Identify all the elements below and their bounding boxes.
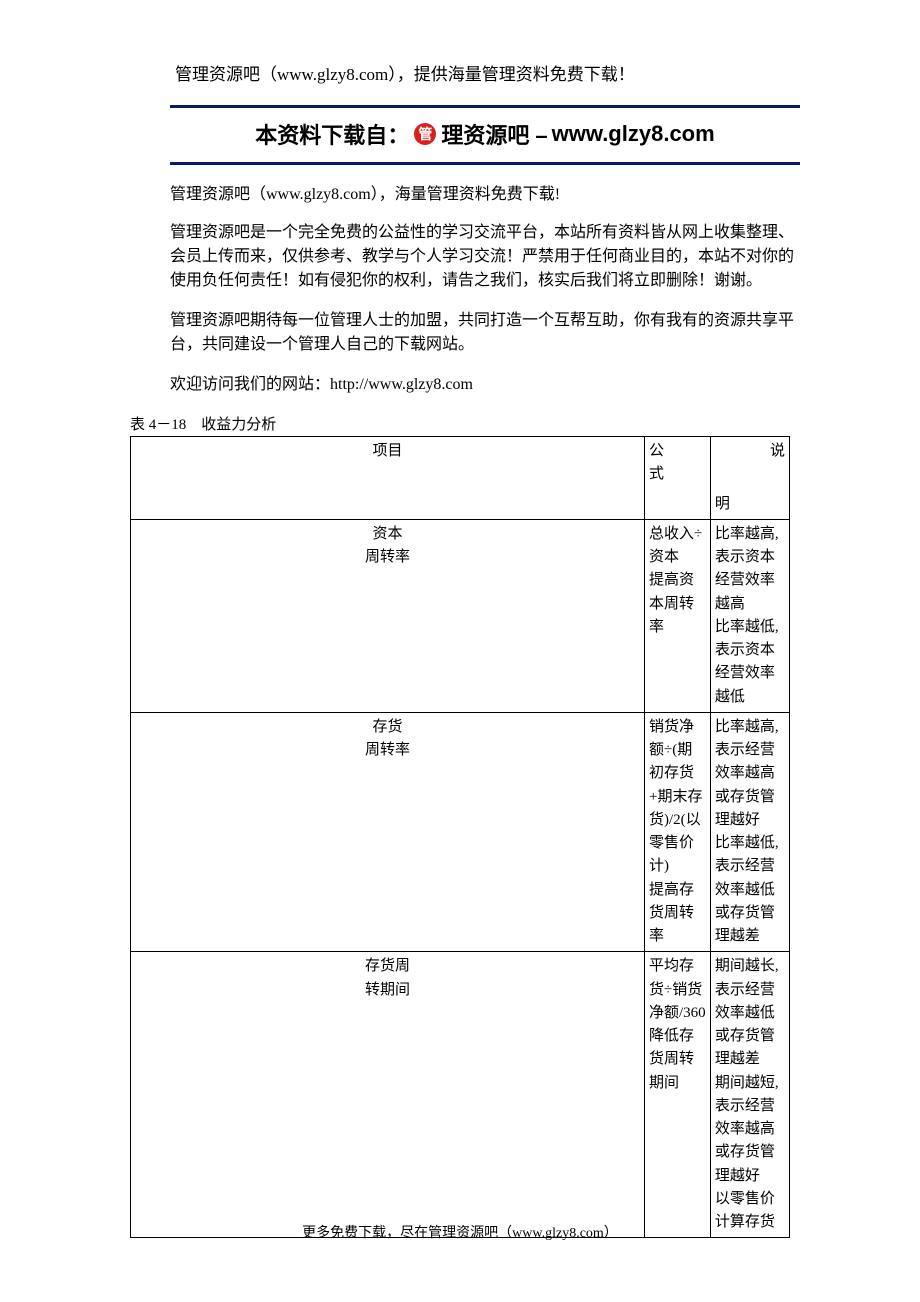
download-banner: 本资料下载自： 管理资源吧 – www.glzy8.com (170, 105, 800, 165)
table-row: 存货周转期间 平均存货÷销货净额/360降低存货周转期间 期间越长,表示经营效率… (131, 952, 790, 1238)
cell-formula: 销货净额÷(期初存货+期末存货)/2(以零售价计)提高存货周转率 (645, 712, 711, 952)
banner-url: www.glzy8.com (552, 121, 715, 147)
col-header-desc: 说 (710, 437, 789, 490)
cell-item: 存货周转期间 (131, 952, 645, 1238)
cell-desc: 比率越高,表示资本经营效率越高比率越低,表示资本经营效率越低 (710, 519, 789, 712)
col-header-formula: 公 式 (645, 437, 711, 490)
table-header-row: 项目 公 式 说 (131, 437, 790, 490)
intro-p3: 管理资源吧期待每一位管理人士的加盟，共同打造一个互帮互助，你有我有的资源共享平台… (170, 309, 800, 357)
cell-formula: 总收入÷资本提高资本周转率 (645, 519, 711, 712)
intro-block: 管理资源吧（www.glzy8.com），海量管理资料免费下载! 管理资源吧是一… (170, 183, 800, 397)
intro-p2: 管理资源吧是一个完全免费的公益性的学习交流平台，本站所有资料皆从网上收集整理、会… (170, 221, 800, 293)
page-footer: 更多免费下载，尽在管理资源吧（www.glzy8.com） (0, 1222, 920, 1242)
col-header-item-cont (131, 490, 645, 520)
analysis-table: 项目 公 式 说 明 资本周转率 总收入÷资本提高资本周转率 比率越高,表示资本… (130, 436, 790, 1238)
cell-formula: 平均存货÷销货净额/360降低存货周转期间 (645, 952, 711, 1238)
brand-red-dot-icon: 管 (414, 123, 436, 145)
intro-p4: 欢迎访问我们的网站：http://www.glzy8.com (170, 373, 800, 397)
col-header-item: 项目 (131, 437, 645, 490)
table-caption: 表 4－18 收益力分析 (130, 413, 790, 434)
table-row: 存货周转率 销货净额÷(期初存货+期末存货)/2(以零售价计)提高存货周转率 比… (131, 712, 790, 952)
cell-desc: 期间越长,表示经营效率越低或存货管理越差期间越短,表示经营效率越高或存货管理越好… (710, 952, 789, 1238)
col-header-formula-cont (645, 490, 711, 520)
page-header-line: 管理资源吧（www.glzy8.com），提供海量管理资料免费下载！ (130, 60, 790, 85)
table-row: 资本周转率 总收入÷资本提高资本周转率 比率越高,表示资本经营效率越高比率越低,… (131, 519, 790, 712)
download-banner-text: 本资料下载自： 管理资源吧 – www.glzy8.com (170, 118, 800, 150)
cell-item: 资本周转率 (131, 519, 645, 712)
banner-prefix: 本资料下载自： (255, 118, 409, 150)
cell-item: 存货周转率 (131, 712, 645, 952)
document-page: 管理资源吧（www.glzy8.com），提供海量管理资料免费下载！ 本资料下载… (0, 0, 920, 1302)
table-header-row-2: 明 (131, 490, 790, 520)
banner-mid: 理资源吧 – (441, 118, 547, 150)
intro-p1: 管理资源吧（www.glzy8.com），海量管理资料免费下载! (170, 183, 800, 207)
col-header-desc-cont: 明 (710, 490, 789, 520)
cell-desc: 比率越高,表示经营效率越高或存货管理越好比率越低,表示经营效率越低或存货管理越差 (710, 712, 789, 952)
